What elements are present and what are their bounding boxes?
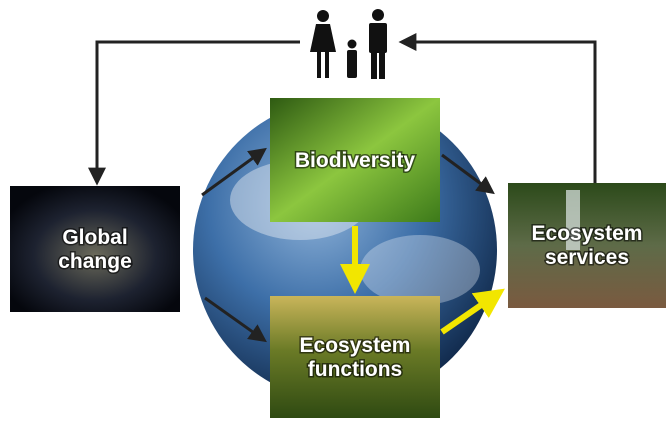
node-label: Ecosystem functions [300,334,411,381]
arrow [398,33,597,183]
node-label: Ecosystem services [532,222,643,269]
label-line: services [545,246,629,269]
ecosystem-functions-box [270,296,440,418]
label-line: Ecosystem [300,334,411,357]
node-label: Biodiversity [295,149,416,172]
waterfall [566,190,580,250]
arrow [204,296,267,343]
ecosystem-services-box [508,183,666,308]
family-icon [310,9,387,79]
global-change-box [10,186,180,312]
label-line: functions [308,358,403,381]
node-label: Global change [58,226,132,273]
label-line: Biodiversity [295,149,416,172]
arrow [441,153,495,195]
biodiversity-box [270,98,440,222]
label-line: Global [62,226,127,249]
label-line: Ecosystem [532,222,643,245]
arrow [88,40,300,186]
arrow [201,147,267,197]
cloud [360,235,480,305]
arrow [440,288,505,335]
label-line: change [58,250,132,273]
